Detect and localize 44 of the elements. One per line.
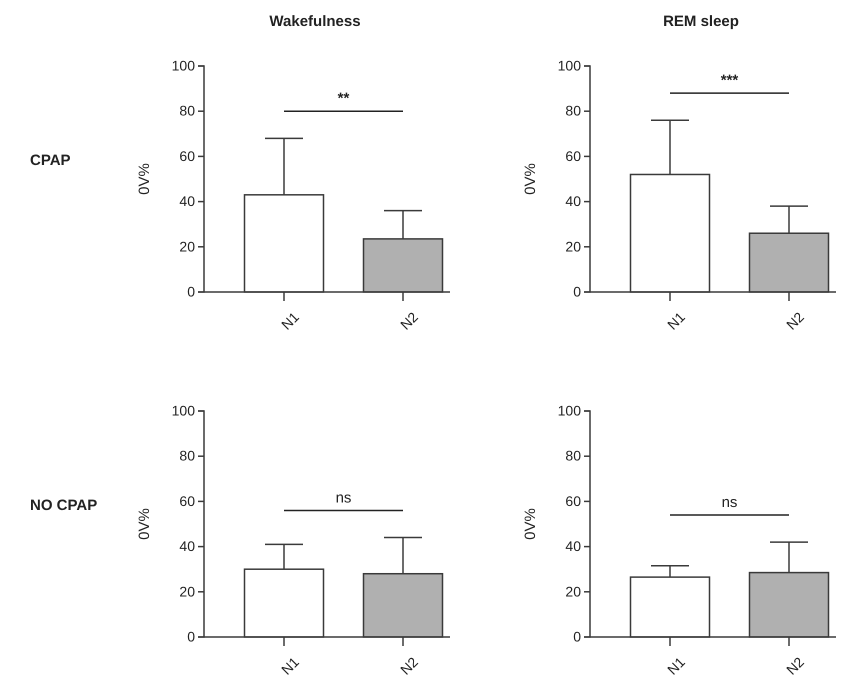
y-tick-label: 100: [558, 57, 582, 74]
x-tick-label: N2: [783, 654, 808, 677]
text: CPAP: [30, 152, 71, 169]
x-tick-label: N2: [397, 654, 422, 677]
x-tick-label: N1: [278, 654, 302, 677]
y-axis-title: 0V%: [522, 508, 539, 540]
y-tick-label: 40: [565, 193, 582, 210]
y-tick-label: 0: [187, 628, 196, 644]
text: NO CPAP: [30, 497, 98, 514]
y-tick-label: 60: [565, 492, 582, 509]
y-tick-label: 80: [565, 102, 582, 119]
annotation: **: [338, 90, 350, 108]
y-tick-label: 20: [179, 583, 196, 600]
y-tick-label: 20: [179, 238, 196, 254]
y-tick-label: 80: [179, 102, 196, 119]
x-tick-label: N1: [664, 308, 688, 333]
y-tick-label: 0: [573, 628, 582, 644]
y-tick-label: 100: [172, 57, 196, 74]
y-tick-label: 60: [179, 148, 196, 164]
y-tick-label: 60: [179, 492, 196, 509]
x-tick-label: N1: [278, 308, 302, 333]
y-tick-label: 100: [558, 402, 582, 418]
y-tick-label: 100: [172, 402, 196, 418]
y-tick-label: 60: [565, 148, 582, 164]
chart-title: Wakefulness: [269, 13, 361, 30]
x-tick-label: N1: [664, 654, 688, 677]
annotation: ns: [722, 494, 738, 511]
annotation: ns: [336, 489, 352, 506]
y-tick-label: 20: [565, 238, 582, 254]
y-axis-title: 0V%: [136, 508, 153, 540]
y-axis-title: 0V%: [136, 163, 153, 195]
x-tick-label: N2: [783, 308, 808, 333]
y-tick-label: 0: [573, 283, 582, 300]
y-tick-label: 40: [565, 538, 582, 554]
x-tick-label: N2: [397, 308, 422, 333]
y-tick-label: 20: [565, 583, 582, 600]
y-tick-label: 80: [565, 448, 582, 464]
annotation: ***: [720, 72, 738, 90]
y-tick-label: 0: [187, 283, 196, 300]
y-tick-label: 40: [179, 538, 196, 554]
chart-title: REM sleep: [663, 13, 739, 30]
y-axis-title: 0V%: [522, 163, 539, 195]
y-tick-label: 80: [179, 448, 196, 464]
y-tick-label: 40: [179, 193, 196, 210]
